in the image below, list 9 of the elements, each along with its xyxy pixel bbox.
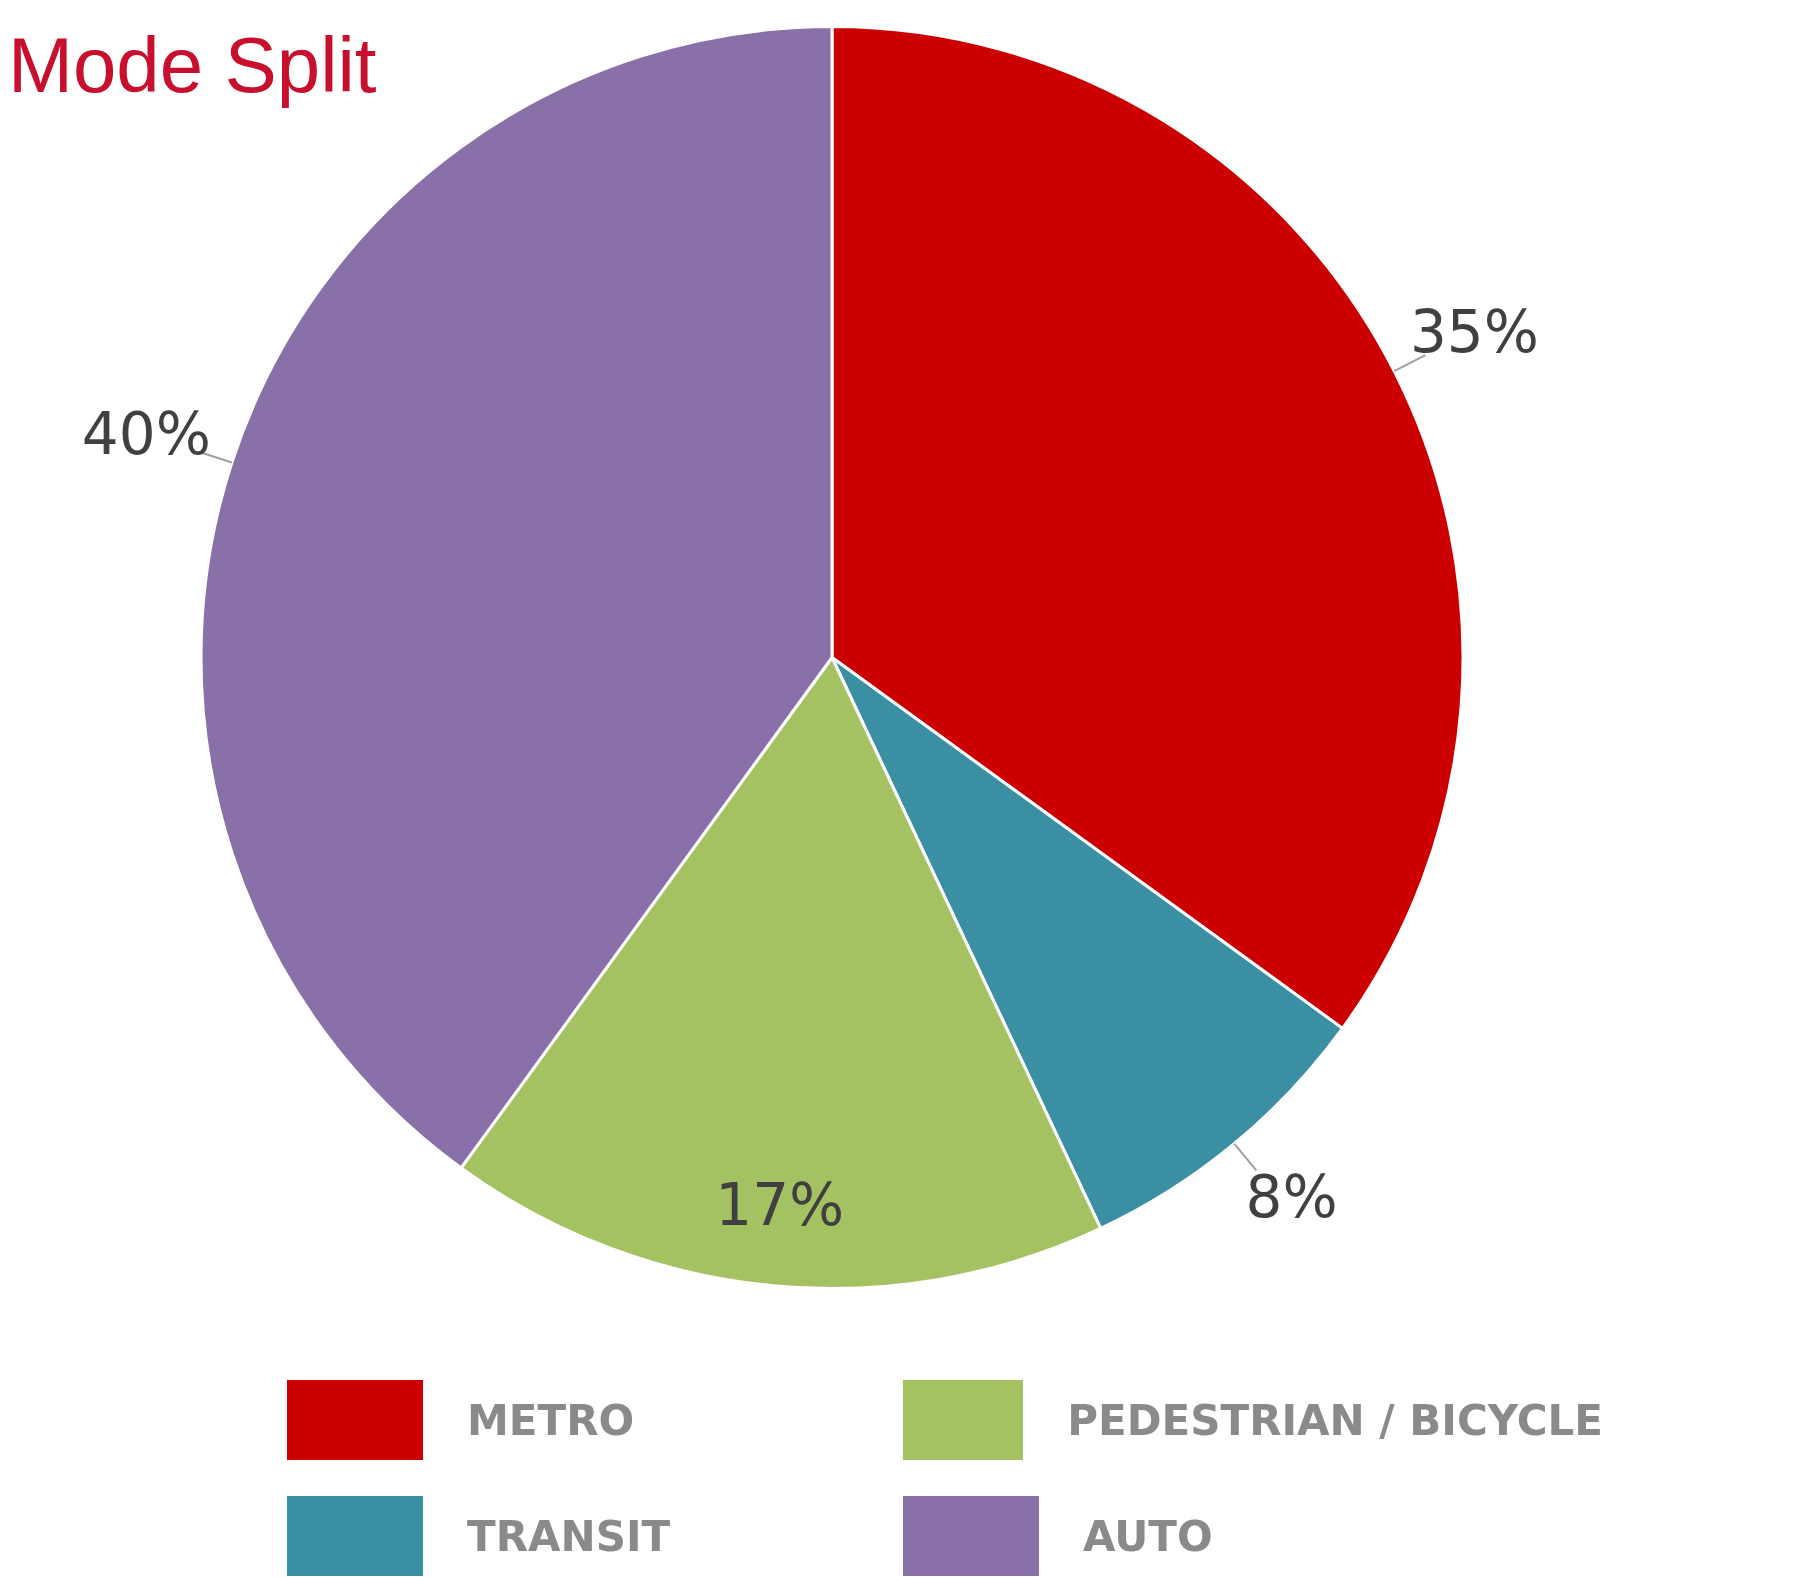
legend-label: METRO (467, 1395, 635, 1445)
data-label: 8% (1245, 1162, 1338, 1231)
legend-label: PEDESTRIAN / BICYCLE (1067, 1395, 1603, 1445)
legend-label: TRANSIT (467, 1511, 671, 1561)
legend-label: AUTO (1083, 1511, 1213, 1561)
data-label: 40% (81, 400, 211, 469)
data-label: 17% (715, 1171, 845, 1240)
chart-title: Mode Split (8, 20, 377, 111)
data-label: 35% (1409, 298, 1539, 367)
